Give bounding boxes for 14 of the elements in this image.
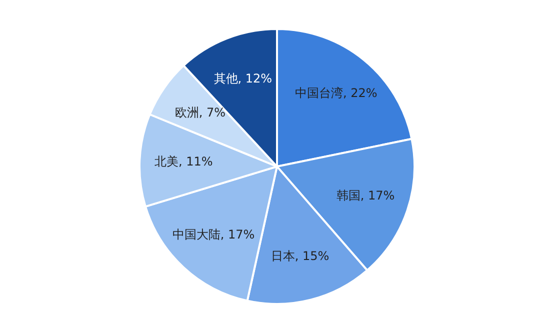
slice-label: 中国大陆 bbox=[172, 227, 220, 242]
data-label: , 11% bbox=[178, 154, 213, 168]
slice-label: 北美 bbox=[154, 154, 178, 168]
data-label: , 17% bbox=[360, 188, 395, 203]
slice-label: 其他 bbox=[214, 72, 238, 86]
data-label: , 17% bbox=[220, 227, 255, 242]
slice-label: 中国台湾 bbox=[294, 86, 343, 100]
slice-label: 日本 bbox=[270, 249, 295, 264]
data-label: , 7% bbox=[198, 105, 226, 120]
slice-label: 韩国 bbox=[336, 188, 360, 203]
data-label: , 22% bbox=[342, 86, 378, 100]
data-label: , 12% bbox=[238, 72, 272, 86]
slice-label: 欧洲 bbox=[174, 105, 199, 120]
data-label: , 15% bbox=[294, 249, 330, 264]
